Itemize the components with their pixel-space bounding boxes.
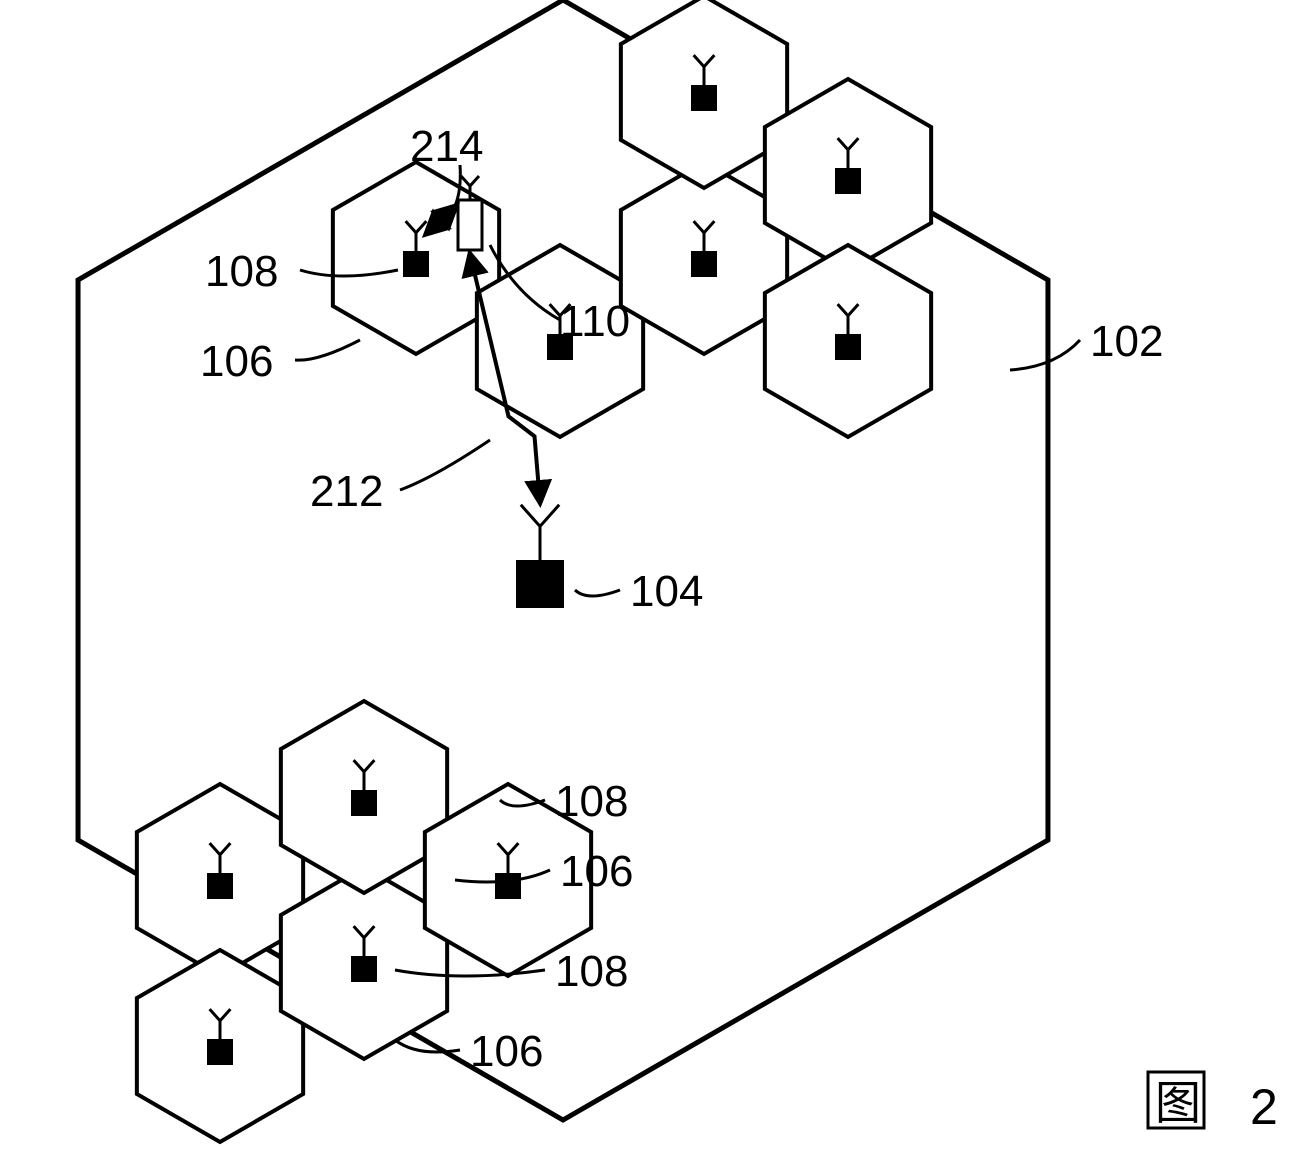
base-station-icon — [207, 1039, 233, 1065]
ref-label-108: 108 — [555, 780, 628, 824]
ref-label-110: 110 — [560, 300, 630, 344]
ref-label-106: 106 — [470, 1030, 543, 1074]
leader-line — [295, 340, 360, 360]
ref-label-108: 108 — [555, 950, 628, 994]
base-station-icon — [691, 85, 717, 111]
ref-label-214: 214 — [410, 125, 483, 169]
leader-line — [575, 590, 620, 596]
base-station-icon — [403, 251, 429, 277]
diagram-stage: 102 104 110 212 214 108 106 108 106 108 106 图 2 — [0, 0, 1292, 1149]
ref-label-108: 108 — [205, 250, 278, 294]
base-station-icon — [835, 334, 861, 360]
base-station-icon — [495, 873, 521, 899]
base-station-icon — [351, 956, 377, 982]
ref-label-106: 106 — [200, 340, 273, 384]
base-station-icon — [835, 168, 861, 194]
ref-label-212: 212 — [310, 470, 383, 514]
ref-label-106: 106 — [560, 850, 633, 894]
base-station-icon — [691, 251, 717, 277]
base-station-icon — [207, 873, 233, 899]
caption-glyph: 图 — [1155, 1080, 1201, 1126]
mobile-unit-icon — [458, 200, 482, 250]
base-station-icon — [516, 560, 564, 608]
caption-number: 2 — [1250, 1082, 1278, 1132]
ref-label-104: 104 — [630, 570, 703, 614]
leader-line — [400, 440, 490, 490]
mobile-antenna-v — [461, 176, 479, 186]
antenna-v — [521, 505, 559, 527]
leader-line — [1010, 340, 1080, 370]
ref-label-102: 102 — [1090, 320, 1163, 364]
base-station-icon — [351, 790, 377, 816]
